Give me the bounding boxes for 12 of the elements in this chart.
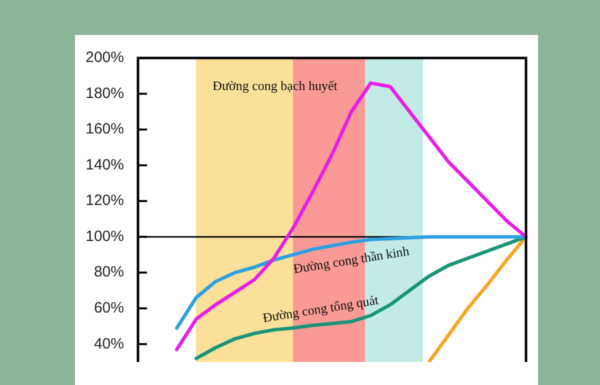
y-tick-label: 140% [86, 156, 124, 174]
annotation: Đường cong tổng quát [262, 292, 380, 326]
annotation: Đường cong thần kinh [292, 243, 411, 276]
y-tick-label: 40% [94, 335, 124, 352]
y-tick-label: 160% [86, 120, 124, 138]
y-tick-label: 200% [86, 49, 124, 66]
y-tick-label: 120% [86, 192, 124, 210]
y-tick-label: 100% [86, 228, 124, 245]
y-tick-label: 180% [86, 84, 124, 102]
y-tick-label: 80% [94, 264, 124, 281]
y-tick-label: 60% [94, 299, 124, 316]
annotation: Đường cong bạch huyết [212, 78, 338, 93]
